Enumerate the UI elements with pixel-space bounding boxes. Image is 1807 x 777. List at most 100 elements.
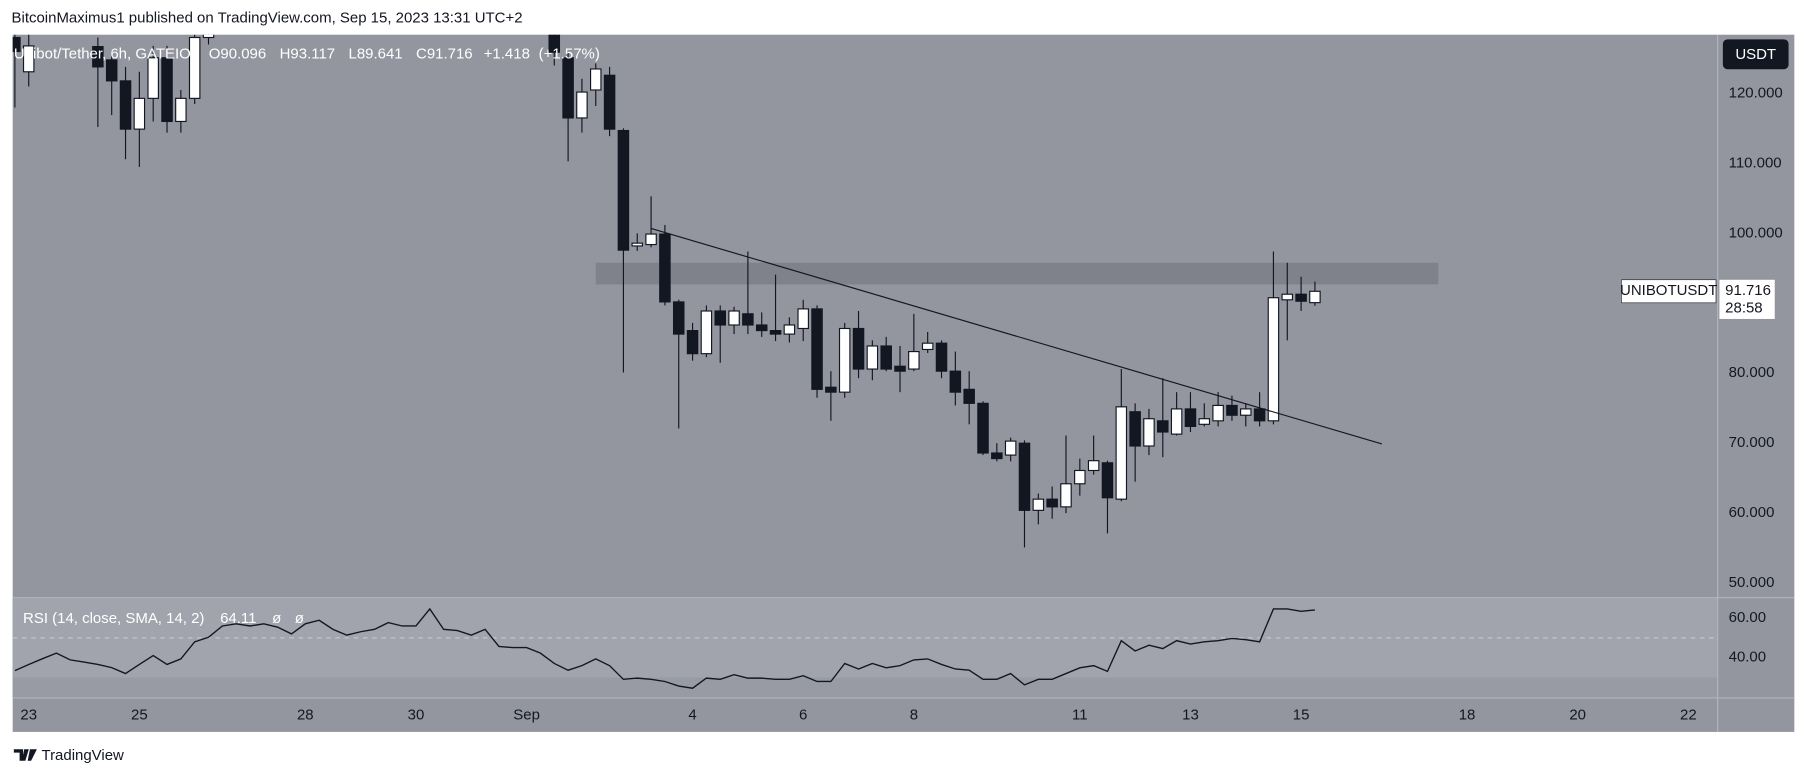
y-tick-label: 50.000	[1729, 574, 1775, 591]
candle-body-down	[1046, 498, 1058, 508]
rsi-last-value: 64.11	[220, 610, 256, 627]
candle-body-down	[1157, 420, 1169, 433]
candle-body-up	[728, 310, 740, 326]
candle-body-up	[783, 324, 796, 335]
candle-body-down	[894, 365, 906, 372]
rsi-line	[14, 607, 1315, 689]
legend-value: 91.716	[427, 45, 473, 62]
candle-body-down	[548, 34, 561, 53]
candle-body-up	[700, 310, 713, 355]
candle-body-up	[133, 97, 146, 130]
candle-body-up	[576, 91, 588, 119]
legend-label: O	[209, 45, 221, 62]
candle-body-up	[921, 342, 934, 351]
candle-body-up	[866, 345, 879, 370]
x-tick-label: 22	[1680, 707, 1697, 724]
candle-body-down	[1018, 442, 1031, 511]
trend-line	[650, 227, 1383, 445]
x-tick-label: 15	[1293, 707, 1310, 724]
candle-body-up	[202, 34, 215, 39]
x-tick-label: 6	[799, 707, 807, 724]
candle-body-down	[825, 386, 837, 393]
axes: 23 25 28 30 Sep 4 6 8 11 13 15 18 20 22 50.000 60.000 70…	[20, 84, 1782, 723]
x-tick-label: 25	[131, 707, 148, 724]
last-price-label: 91.716	[1725, 282, 1771, 299]
candle-body-up	[1240, 408, 1252, 416]
rsi-legend: RSI (14, close, SMA, 14, 2) 64.11 ø ø	[23, 610, 304, 627]
symbol-legend: Unibot/Tether, 6h, GATEIO O90.096 H93.11…	[14, 45, 600, 62]
y-tick-label: 60.000	[1729, 504, 1775, 521]
candle-body-down	[755, 324, 768, 332]
candle-body-up	[1212, 404, 1224, 422]
candle-body-down	[935, 342, 948, 372]
candle-body-up	[908, 350, 920, 370]
candle-body-down	[1129, 411, 1141, 447]
candle-body-up	[1032, 498, 1045, 511]
candle-body-down	[977, 402, 989, 454]
candle-body-down	[686, 330, 699, 355]
candle-body-up	[1198, 418, 1211, 425]
last-price-box	[1719, 279, 1775, 319]
x-tick-label: Sep	[513, 707, 540, 724]
currency-button[interactable]	[1722, 39, 1789, 70]
candle-body-up	[175, 97, 187, 123]
candle-body-down	[603, 74, 616, 130]
x-tick-label: 30	[408, 707, 425, 724]
legend-label: H	[280, 45, 291, 62]
y-tick-label: 110.000	[1729, 154, 1782, 171]
x-tick-label: 4	[688, 707, 696, 724]
y-tick-label: 70.000	[1729, 434, 1775, 451]
candle-body-down	[1253, 408, 1266, 422]
legend-value: 93.117	[290, 45, 335, 62]
candle-body-down	[963, 388, 975, 404]
legend-label: L	[348, 45, 356, 62]
x-tick-label: 28	[297, 707, 314, 724]
x-tick-label: 20	[1569, 707, 1586, 724]
rsi-extra: ø	[272, 610, 281, 627]
legend-label: C	[416, 45, 427, 62]
candle-body-up	[797, 308, 809, 330]
candle-body-up	[22, 45, 35, 73]
candle-body-down	[12, 36, 21, 53]
candle-body-up	[1267, 297, 1280, 422]
candle-body-up	[589, 68, 602, 91]
candle-body-down	[949, 370, 962, 393]
rsi-extra: ø	[295, 610, 304, 627]
candle-body-up	[838, 327, 851, 393]
rsi-title: RSI (14, close, SMA, 14, 2)	[23, 610, 204, 627]
candle-body-down	[672, 301, 685, 335]
candle-body-down	[105, 59, 118, 82]
symbol-tag-label: UNIBOTUSDT	[1620, 282, 1717, 299]
legend-change: +1.418	[484, 45, 530, 62]
resistance-zone	[595, 262, 1439, 285]
candle-body-up	[1115, 406, 1128, 500]
header-text: BitcoinMaximus1 published on TradingView…	[12, 10, 523, 27]
rsi-pane	[12, 598, 1718, 689]
candle-body-down	[1226, 404, 1238, 416]
candle-body-up	[1087, 460, 1100, 472]
candle-body-down	[880, 345, 892, 370]
x-tick-label: 11	[1072, 707, 1088, 724]
candle-body-down	[119, 80, 132, 130]
candle-body-down	[811, 308, 823, 390]
logo-icon	[13, 749, 37, 761]
footer-brand: TradingView	[41, 747, 124, 764]
candle-body-down	[562, 57, 574, 119]
x-tick-label: 13	[1182, 707, 1199, 724]
candle-body-down	[852, 327, 865, 370]
x-tick-label: 23	[20, 707, 37, 724]
legend-value: 90.096	[220, 45, 266, 62]
candle-body-down	[1184, 408, 1197, 427]
symbol-tag	[1621, 279, 1717, 304]
footer-logo: TradingView	[13, 747, 124, 764]
candle-body-up	[1004, 440, 1017, 456]
candle-body-up	[631, 242, 644, 247]
candle-body-up	[188, 36, 201, 99]
legend-change-percent: (+1.57%)	[539, 45, 600, 62]
candle-body-down	[991, 452, 1003, 460]
x-tick-label: 8	[910, 707, 918, 724]
candle-body-down	[161, 57, 173, 123]
candle-body-down	[1101, 462, 1114, 499]
currency-label[interactable]: USDT	[1735, 46, 1776, 63]
candle-body-up	[1143, 418, 1155, 447]
